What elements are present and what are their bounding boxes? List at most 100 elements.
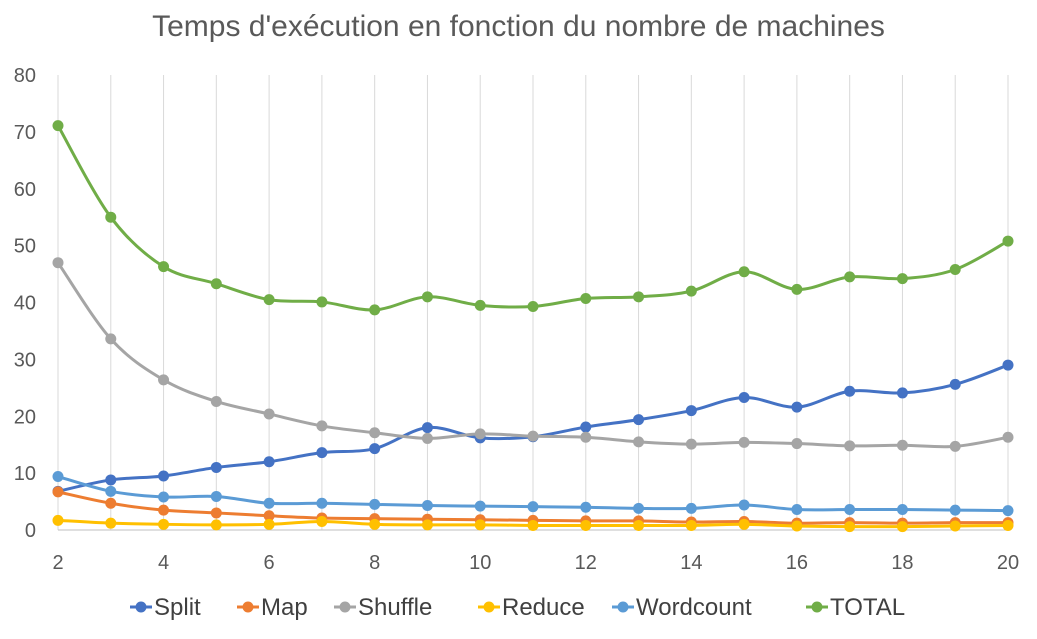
x-tick-label: 12 (575, 552, 597, 574)
x-tick-label: 20 (997, 552, 1019, 574)
data-point-split (263, 456, 275, 468)
data-point-wordcount (263, 497, 275, 509)
data-point-reduce (105, 517, 117, 529)
data-point-wordcount (316, 497, 328, 509)
data-point-shuffle (369, 427, 381, 439)
data-point-reduce (527, 519, 539, 531)
data-point-wordcount (527, 501, 539, 513)
data-point-reduce (791, 520, 803, 532)
chart-title: Temps d'exécution en fonction du nombre … (152, 10, 885, 43)
x-tick-label: 16 (786, 552, 808, 574)
y-tick-label: 30 (14, 349, 36, 371)
x-tick-label: 2 (52, 552, 63, 574)
data-point-reduce (896, 521, 908, 533)
data-point-wordcount (474, 500, 486, 512)
data-point-wordcount (949, 504, 961, 516)
legend-label-map: Map (261, 594, 308, 621)
data-point-split (1002, 359, 1014, 371)
data-point-wordcount (633, 502, 645, 514)
data-point-map (158, 504, 170, 516)
data-point-total (791, 283, 803, 295)
data-point-map (105, 497, 117, 509)
data-point-wordcount (158, 491, 170, 503)
data-point-total (738, 266, 750, 278)
legend-marker-split (135, 601, 147, 613)
data-point-shuffle (633, 436, 645, 448)
data-point-shuffle (949, 440, 961, 452)
data-point-reduce (685, 519, 697, 531)
data-point-wordcount (896, 504, 908, 516)
legend-marker-total (811, 601, 823, 613)
data-point-split (369, 443, 381, 455)
data-point-total (421, 291, 433, 303)
data-point-map (52, 486, 64, 498)
data-point-total (158, 261, 170, 273)
data-point-shuffle (1002, 431, 1014, 443)
data-point-split (580, 421, 592, 433)
x-tick-label: 10 (469, 552, 491, 574)
data-point-reduce (316, 515, 328, 527)
x-tick-label: 14 (680, 552, 702, 574)
data-point-total (844, 271, 856, 283)
data-point-wordcount (210, 490, 222, 502)
legend-marker-reduce (483, 601, 495, 613)
data-point-total (105, 211, 117, 223)
data-point-reduce (633, 519, 645, 531)
data-point-total (474, 299, 486, 311)
data-point-split (738, 391, 750, 403)
data-point-shuffle (527, 430, 539, 442)
data-point-split (949, 378, 961, 390)
data-point-total (210, 278, 222, 290)
data-point-total (896, 273, 908, 285)
y-tick-label: 50 (14, 236, 36, 258)
data-point-split (791, 401, 803, 413)
y-tick-label: 70 (14, 122, 36, 144)
data-point-shuffle (685, 438, 697, 450)
data-point-total (580, 293, 592, 305)
data-point-shuffle (105, 333, 117, 345)
legend-label-total: TOTAL (830, 594, 905, 621)
legend-label-wordcount: Wordcount (636, 594, 752, 621)
y-tick-label: 60 (14, 179, 36, 201)
data-point-split (316, 447, 328, 459)
data-point-split (685, 405, 697, 417)
data-point-shuffle (210, 395, 222, 407)
data-point-wordcount (791, 504, 803, 516)
data-point-reduce (1002, 519, 1014, 531)
data-point-total (369, 304, 381, 316)
data-point-reduce (949, 520, 961, 532)
data-point-reduce (263, 518, 275, 530)
data-point-reduce (580, 519, 592, 531)
data-point-wordcount (1002, 505, 1014, 517)
data-point-reduce (474, 519, 486, 531)
data-point-total (263, 294, 275, 306)
legend-marker-wordcount (617, 601, 629, 613)
x-tick-label: 6 (264, 552, 275, 574)
data-point-total (1002, 235, 1014, 247)
data-point-shuffle (158, 374, 170, 386)
data-point-reduce (369, 518, 381, 530)
data-point-shuffle (474, 428, 486, 440)
data-point-split (844, 385, 856, 397)
data-point-wordcount (369, 498, 381, 510)
data-point-shuffle (263, 408, 275, 420)
data-point-total (527, 300, 539, 312)
data-point-wordcount (421, 500, 433, 512)
data-point-shuffle (421, 432, 433, 444)
data-point-reduce (52, 514, 64, 526)
data-point-wordcount (105, 485, 117, 497)
data-point-shuffle (316, 420, 328, 432)
y-tick-label: 80 (14, 65, 36, 87)
y-tick-label: 10 (14, 463, 36, 485)
data-point-split (105, 474, 117, 486)
y-tick-label: 0 (25, 520, 36, 542)
y-tick-label: 20 (14, 406, 36, 428)
data-point-split (896, 387, 908, 399)
y-tick-label: 40 (14, 293, 36, 315)
data-point-split (633, 414, 645, 426)
data-point-total (316, 296, 328, 308)
x-tick-label: 4 (158, 552, 169, 574)
data-point-wordcount (580, 501, 592, 513)
